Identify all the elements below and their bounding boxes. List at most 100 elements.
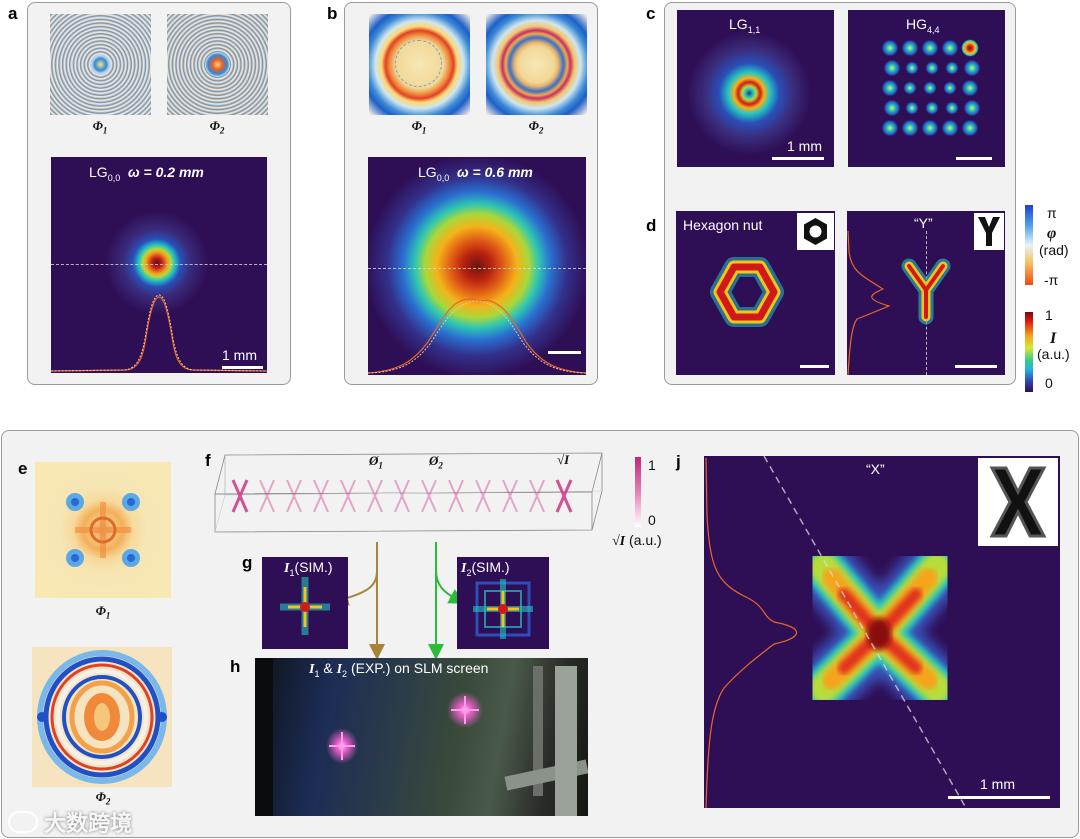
hg-lobe	[881, 119, 899, 137]
panel-a-scale-label: 1 mm	[222, 347, 257, 363]
panel-d-left-scale-bar	[800, 365, 829, 368]
panel-d-label: d	[646, 216, 657, 235]
panel-a-label: a	[8, 4, 18, 23]
panel-a-phi1-image	[50, 14, 151, 115]
panel-c-hg44-pattern	[881, 39, 981, 137]
intensity-colorbar	[1025, 312, 1033, 392]
panel-c-hg-scale-bar	[956, 157, 992, 160]
panel-j-label: j	[676, 452, 681, 471]
panel-g-i2-title: I2(SIM.)	[461, 559, 510, 578]
panel-a-profile-curve	[51, 294, 267, 372]
panel-f-colorbar-top: 1	[648, 457, 656, 473]
volume-slice-cross	[367, 479, 383, 513]
volume-slice-cross	[394, 479, 410, 513]
hg-lobe	[881, 39, 899, 57]
hg-lobe	[883, 59, 901, 77]
phase-colorbar-symbol: φ	[1047, 225, 1057, 242]
intensity-colorbar-bottom: 0	[1045, 375, 1053, 391]
volume-slice-cross	[313, 479, 329, 513]
hg-lobe	[923, 81, 937, 95]
panel-f-label: f	[205, 451, 211, 470]
phase-colorbar-top: π	[1047, 205, 1057, 221]
hg-lobe	[921, 39, 939, 57]
panel-d-y-image: “Y”	[847, 211, 1005, 375]
panel-f-colorbar-bottom: 0	[648, 512, 656, 528]
panel-h-spots	[326, 692, 483, 764]
volume-slice-cross	[448, 479, 464, 513]
panel-j-scale-label: 1 mm	[980, 776, 1015, 792]
volume-slice-cross	[502, 479, 518, 513]
panel-a-phi1-caption: Φ1	[92, 118, 108, 136]
panel-f-volume	[214, 452, 603, 533]
panel-g-label: g	[242, 553, 253, 572]
panel-j-beam	[705, 456, 967, 808]
watermark: 大数跨境	[8, 806, 132, 838]
panel-d-hexagon-inset	[797, 213, 834, 250]
hg-lobe	[925, 101, 939, 115]
panel-f-sqrt-label: √I	[557, 452, 570, 467]
panel-e-label: e	[18, 459, 28, 478]
hg-lobe	[905, 61, 919, 75]
hg-lobe	[941, 119, 959, 137]
watermark-logo-icon	[8, 811, 38, 833]
panel-c-scale-label: 1 mm	[787, 138, 822, 154]
panel-h-photo: I1 & I2 (EXP.) on SLM screen	[255, 658, 588, 816]
panel-d-hexagon-beam	[710, 257, 784, 327]
panel-c-hg44-image: HG4,4	[848, 10, 1005, 167]
panel-h-caption: I1 & I2 (EXP.) on SLM screen	[309, 660, 489, 679]
hg-lobe	[901, 119, 919, 137]
volume-slice-cross	[259, 479, 275, 513]
intensity-colorbar-symbol: I	[1050, 330, 1057, 347]
volume-slice-cross	[340, 479, 356, 513]
panel-c-label: c	[646, 4, 656, 23]
panel-f-colorbar	[635, 457, 641, 527]
panel-f-arrows	[332, 542, 466, 660]
panel-b-phi1-image	[369, 14, 470, 115]
hg-lobe	[925, 61, 939, 75]
panel-c-hg44-title: HG4,4	[906, 16, 940, 35]
panel-g-i1-title: I1(SIM.)	[284, 559, 333, 578]
volume-slice-cross	[286, 479, 302, 513]
panel-e-phi1-caption: Φ1	[95, 603, 111, 621]
panel-f-plane2-label: Ø2	[429, 453, 443, 471]
phase-colorbar	[1025, 205, 1033, 285]
hg-lobe	[901, 39, 919, 57]
volume-slice-cross	[231, 479, 249, 513]
volume-slice-cross	[529, 479, 545, 513]
hg-lobe	[961, 39, 979, 57]
panel-a-profile-axis	[51, 264, 267, 265]
panel-j-scale-bar	[948, 796, 1050, 799]
panel-d-y-beam	[847, 230, 951, 375]
panel-f-colorbar-unit: √I (a.u.)	[612, 532, 662, 549]
volume-slice-cross	[421, 479, 437, 513]
hg-lobe	[963, 99, 981, 117]
hg-lobe	[961, 119, 979, 137]
panel-h-label: h	[230, 657, 241, 676]
panel-b-phi2-image	[486, 14, 587, 115]
panel-e-phi2-image	[32, 647, 172, 787]
panel-e-phi2-caption: Φ2	[95, 789, 111, 807]
intensity-colorbar-top: 1	[1045, 307, 1053, 323]
panel-b-profile-curve	[368, 298, 586, 374]
panel-g-i1-image: I1(SIM.)	[262, 557, 348, 649]
panel-d-hexagon-title: Hexagon nut	[683, 217, 763, 233]
panel-a-beam-image: LG0,0 ω = 0.2 mm 1 mm	[51, 157, 267, 373]
intensity-colorbar-unit: (a.u.)	[1037, 346, 1070, 362]
panel-a-scale-bar	[222, 366, 263, 369]
hg-lobe	[903, 81, 917, 95]
panel-c-lg11-title: LG1,1	[729, 16, 761, 35]
panel-d-y-inset	[974, 213, 1004, 250]
hg-lobe	[941, 39, 959, 57]
panel-a-beam-title: LG0,0 ω = 0.2 mm	[89, 164, 204, 183]
hg-lobe	[961, 79, 979, 97]
panel-b-label: b	[327, 4, 338, 23]
panel-j-title: “X”	[866, 461, 885, 477]
volume-slice-cross	[555, 479, 573, 513]
panel-b-profile-axis	[368, 268, 586, 269]
panel-c-lg11-image: LG1,1 1 mm	[677, 10, 834, 167]
panel-b-scale-bar	[548, 351, 581, 354]
panel-g-i2-image: I2(SIM.)	[457, 557, 549, 649]
phase-colorbar-bottom: -π	[1044, 272, 1059, 288]
panel-b-beam-image: LG0,0 ω = 0.6 mm	[368, 157, 586, 375]
hg-lobe	[881, 79, 899, 97]
